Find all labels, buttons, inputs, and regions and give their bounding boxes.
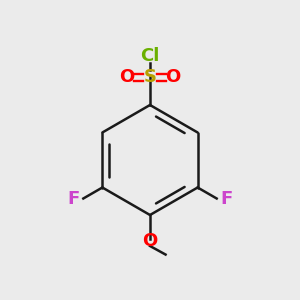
Text: O: O <box>165 68 181 86</box>
Text: O: O <box>119 68 135 86</box>
Text: O: O <box>142 232 158 250</box>
Text: F: F <box>220 190 233 208</box>
Text: F: F <box>67 190 80 208</box>
Text: S: S <box>143 68 157 86</box>
Text: Cl: Cl <box>140 47 160 65</box>
